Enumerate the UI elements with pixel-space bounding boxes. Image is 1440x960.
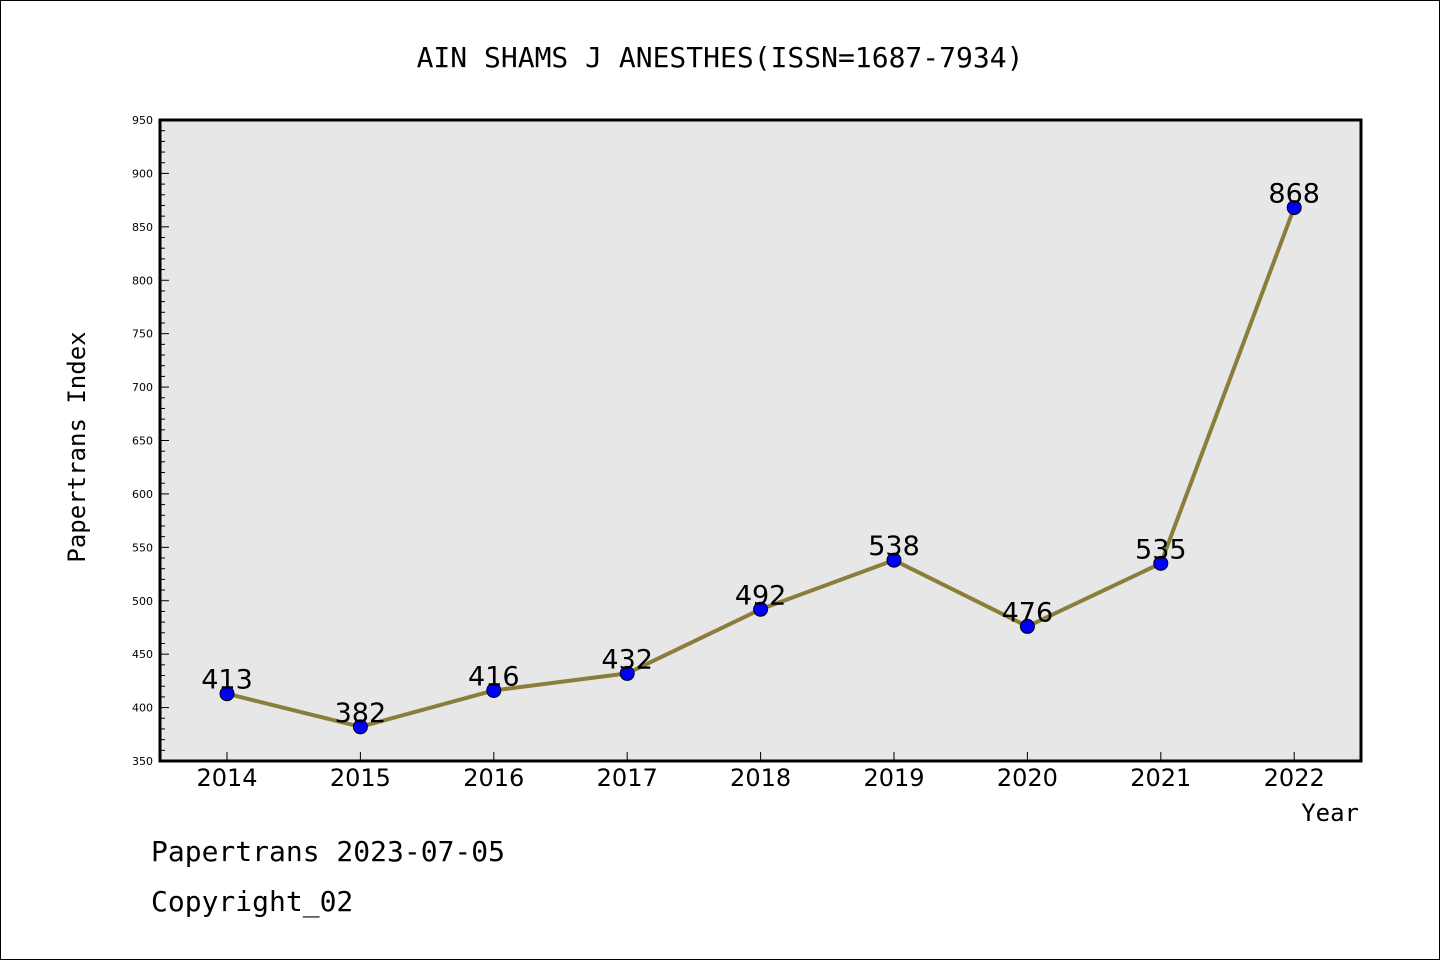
- y-axis-label: Papertrans Index: [63, 331, 91, 562]
- data-label: 492: [735, 580, 787, 611]
- x-tick-label: 2014: [196, 764, 257, 792]
- data-label: 413: [201, 665, 253, 696]
- x-axis-label: Year: [1301, 799, 1359, 827]
- y-tick-label: 450: [132, 648, 153, 661]
- y-tick-label: 500: [132, 595, 153, 608]
- data-point: [619, 665, 635, 681]
- y-tick-label: 600: [132, 488, 153, 501]
- data-point: [219, 686, 235, 702]
- y-tick-label: 400: [132, 702, 153, 715]
- data-point: [753, 601, 769, 617]
- y-tick-label: 700: [132, 381, 153, 394]
- chart-title: AIN SHAMS J ANESTHES(ISSN=1687-7934): [417, 41, 1024, 74]
- footer-copyright: Copyright_02: [151, 885, 354, 918]
- y-tick-label: 650: [132, 435, 153, 448]
- footer-date: Papertrans 2023-07-05: [151, 835, 506, 868]
- data-point: [486, 682, 502, 698]
- x-tick-label: 2021: [1130, 764, 1191, 792]
- data-point: [352, 719, 368, 735]
- data-label: 476: [1002, 597, 1054, 628]
- y-tick-label: 550: [132, 541, 153, 554]
- x-tick-label: 2018: [730, 764, 791, 792]
- x-tick-label: 2016: [463, 764, 524, 792]
- y-tick-label: 850: [132, 221, 153, 234]
- x-tick-label: 2017: [597, 764, 658, 792]
- y-tick-label: 950: [132, 114, 153, 127]
- data-point: [886, 552, 902, 568]
- data-label: 535: [1135, 534, 1187, 565]
- y-tick-label: 350: [132, 755, 153, 768]
- x-tick-label: 2020: [997, 764, 1058, 792]
- y-tick-label: 800: [132, 274, 153, 287]
- data-label: 432: [601, 644, 653, 675]
- y-tick-label: 750: [132, 328, 153, 341]
- x-tick-label: 2019: [863, 764, 924, 792]
- data-label: 868: [1268, 179, 1320, 210]
- y-tick-label: 900: [132, 167, 153, 180]
- plot-area: [158, 118, 1363, 763]
- data-point: [1153, 555, 1169, 571]
- data-point: [1286, 200, 1302, 216]
- data-label: 538: [868, 531, 920, 562]
- data-point: [1019, 618, 1035, 634]
- x-tick-label: 2015: [330, 764, 391, 792]
- x-tick-label: 2022: [1264, 764, 1325, 792]
- data-label: 416: [468, 661, 520, 692]
- data-label: 382: [335, 698, 387, 729]
